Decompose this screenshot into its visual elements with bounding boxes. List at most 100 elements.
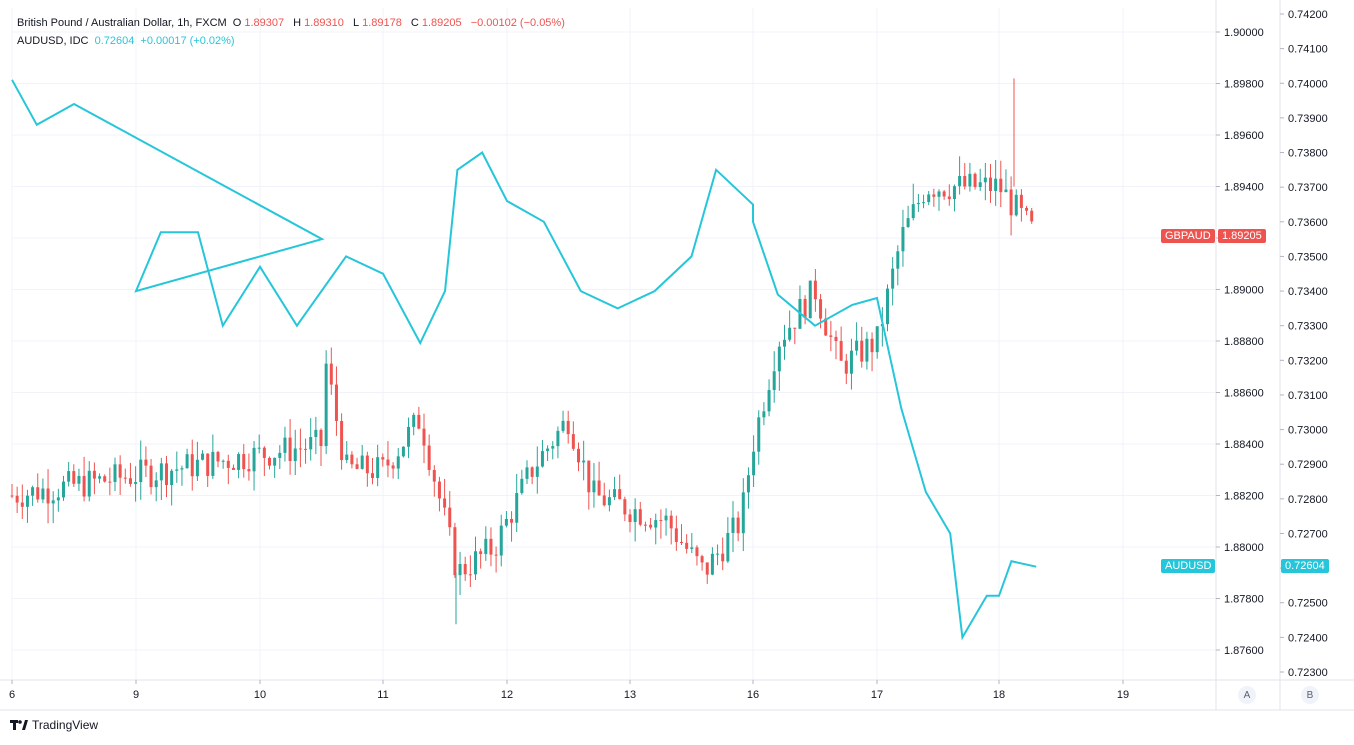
- gbpaud-candle-body: [10, 495, 14, 497]
- gbpaud-candle-body: [726, 532, 730, 562]
- gbpaud-candle-body: [20, 502, 24, 507]
- audusd-axis-label: 0.73900: [1288, 113, 1328, 125]
- gbpaud-candle-body: [206, 453, 210, 476]
- audusd-axis-label: 0.73200: [1288, 355, 1328, 367]
- gbpaud-candle-body: [937, 191, 941, 197]
- gbpaud-candle-body: [144, 459, 148, 466]
- gbpaud-candle-body: [916, 203, 920, 205]
- gbpaud-candle-body: [793, 327, 797, 329]
- gbpaud-candle-body: [659, 520, 663, 522]
- gbpaud-candle-body: [231, 467, 235, 470]
- gbpaud-candle-body: [643, 524, 647, 526]
- gbpaud-candle-body: [268, 457, 271, 466]
- gbpaud-candle-body: [952, 186, 956, 200]
- gbpaud-candle-body: [422, 428, 426, 446]
- gbpaud-candle-body: [293, 448, 297, 462]
- gbpaud-candle-body: [247, 469, 251, 472]
- gbpaud-candle-body: [128, 478, 132, 484]
- gbpaud-candle-body: [829, 335, 833, 337]
- gbpaud-candle-body: [680, 541, 683, 543]
- gbpaud-candle-body: [510, 518, 514, 523]
- gbpaud-candle-body: [72, 471, 76, 484]
- gbpaud-axis-label: 1.89400: [1224, 182, 1264, 194]
- gbpaud-candle-body: [371, 473, 374, 479]
- gbpaud-candle-body: [865, 338, 869, 362]
- gbpaud-candle-body: [98, 476, 102, 479]
- audusd-axis-label: 0.72400: [1288, 632, 1328, 644]
- gbpaud-candle-body: [226, 460, 230, 468]
- main-series-name: British Pound / Australian Dollar, 1h, F…: [17, 17, 227, 29]
- gbpaud-series-tag: GBPAUD: [1161, 229, 1215, 243]
- low-value: 1.89178: [362, 17, 402, 29]
- gbpaud-candle-body: [520, 478, 524, 494]
- scale-button-a[interactable]: A: [1238, 686, 1256, 704]
- gbpaud-candle-body: [705, 562, 709, 575]
- overlay-series-legend: AUDUSD, IDC 0.72604 +0.00017 (+0.02%): [17, 35, 238, 47]
- gbpaud-candle-body: [783, 339, 786, 347]
- gbpaud-candle-body: [345, 454, 349, 461]
- gbpaud-candle-body: [67, 471, 71, 482]
- audusd-price-tag: 0.72604: [1281, 559, 1329, 573]
- gbpaud-candle-body: [412, 414, 416, 427]
- gbpaud-candle-body: [571, 434, 575, 449]
- gbpaud-candle-body: [1019, 194, 1023, 208]
- gbpaud-candle-body: [891, 268, 895, 289]
- gbpaud-candle-body: [638, 509, 642, 525]
- close-label: C: [410, 17, 419, 29]
- time-axis-label: 12: [501, 689, 513, 701]
- gbpaud-candle-body: [551, 446, 555, 449]
- gbpaud-candle-body: [762, 411, 766, 418]
- overlay-change: +0.00017 (+0.02%): [140, 35, 235, 47]
- audusd-axis-label: 0.74100: [1288, 44, 1328, 56]
- gbpaud-candle-body: [695, 547, 699, 557]
- gbpaud-candle-body: [51, 500, 55, 504]
- gbpaud-axis-label: 1.88800: [1224, 336, 1264, 348]
- gbpaud-axis-label: 1.89600: [1224, 130, 1264, 142]
- gbpaud-candle-body: [350, 454, 354, 465]
- brand-name: TradingView: [32, 718, 99, 732]
- gbpaud-candle-body: [242, 454, 246, 470]
- time-axis-label: 18: [993, 689, 1005, 701]
- tradingview-logo-icon: [10, 719, 28, 731]
- gbpaud-candle-body: [175, 469, 179, 471]
- gbpaud-candle-body: [582, 460, 586, 463]
- scale-button-b[interactable]: B: [1301, 686, 1319, 704]
- gbpaud-candle-body: [448, 507, 452, 528]
- gbpaud-candle-body: [849, 350, 853, 374]
- gbpaud-candle-body: [710, 553, 714, 575]
- gbpaud-candle-body: [1004, 189, 1008, 193]
- gbpaud-candle-body: [607, 497, 611, 506]
- gbpaud-candle-body: [154, 480, 158, 488]
- audusd-axis-label: 0.73800: [1288, 148, 1328, 160]
- gbpaud-candle-body: [540, 451, 544, 467]
- gbpaud-candle-body: [427, 445, 431, 470]
- footer-brand[interactable]: TradingView: [10, 718, 98, 732]
- gbpaud-candle-body: [746, 475, 750, 493]
- audusd-axis-label: 0.73500: [1288, 251, 1328, 263]
- gbpaud-candle-body: [365, 455, 369, 474]
- gbpaud-axis-label: 1.89000: [1224, 285, 1264, 297]
- gbpaud-candle-body: [278, 452, 282, 458]
- gbpaud-candle-body: [649, 524, 653, 528]
- audusd-axis-label: 0.72300: [1288, 667, 1328, 679]
- gbpaud-candle-body: [839, 341, 843, 361]
- gbpaud-candle-body: [803, 298, 807, 319]
- gbpaud-candle-body: [870, 338, 874, 353]
- gbpaud-candle-body: [283, 437, 287, 453]
- gbpaud-candle-body: [134, 482, 138, 484]
- gbpaud-candle-body: [56, 497, 60, 501]
- gbpaud-candle-body: [185, 454, 189, 469]
- gbpaud-candle-body: [118, 464, 122, 478]
- gbpaud-candle-body: [628, 514, 632, 523]
- gbpaud-candle-body: [674, 528, 678, 542]
- gbpaud-candle-body: [767, 389, 771, 412]
- gbpaud-candle-body: [479, 551, 483, 555]
- gbpaud-axis-label: 1.88000: [1224, 542, 1264, 554]
- gbpaud-candle-body: [304, 448, 308, 450]
- gbpaud-axis-label: 1.90000: [1224, 27, 1264, 39]
- gbpaud-candle-body: [978, 182, 982, 188]
- gbpaud-candle-body: [664, 515, 668, 521]
- gbpaud-candle-body: [298, 448, 302, 450]
- gbpaud-candle-body: [860, 340, 864, 362]
